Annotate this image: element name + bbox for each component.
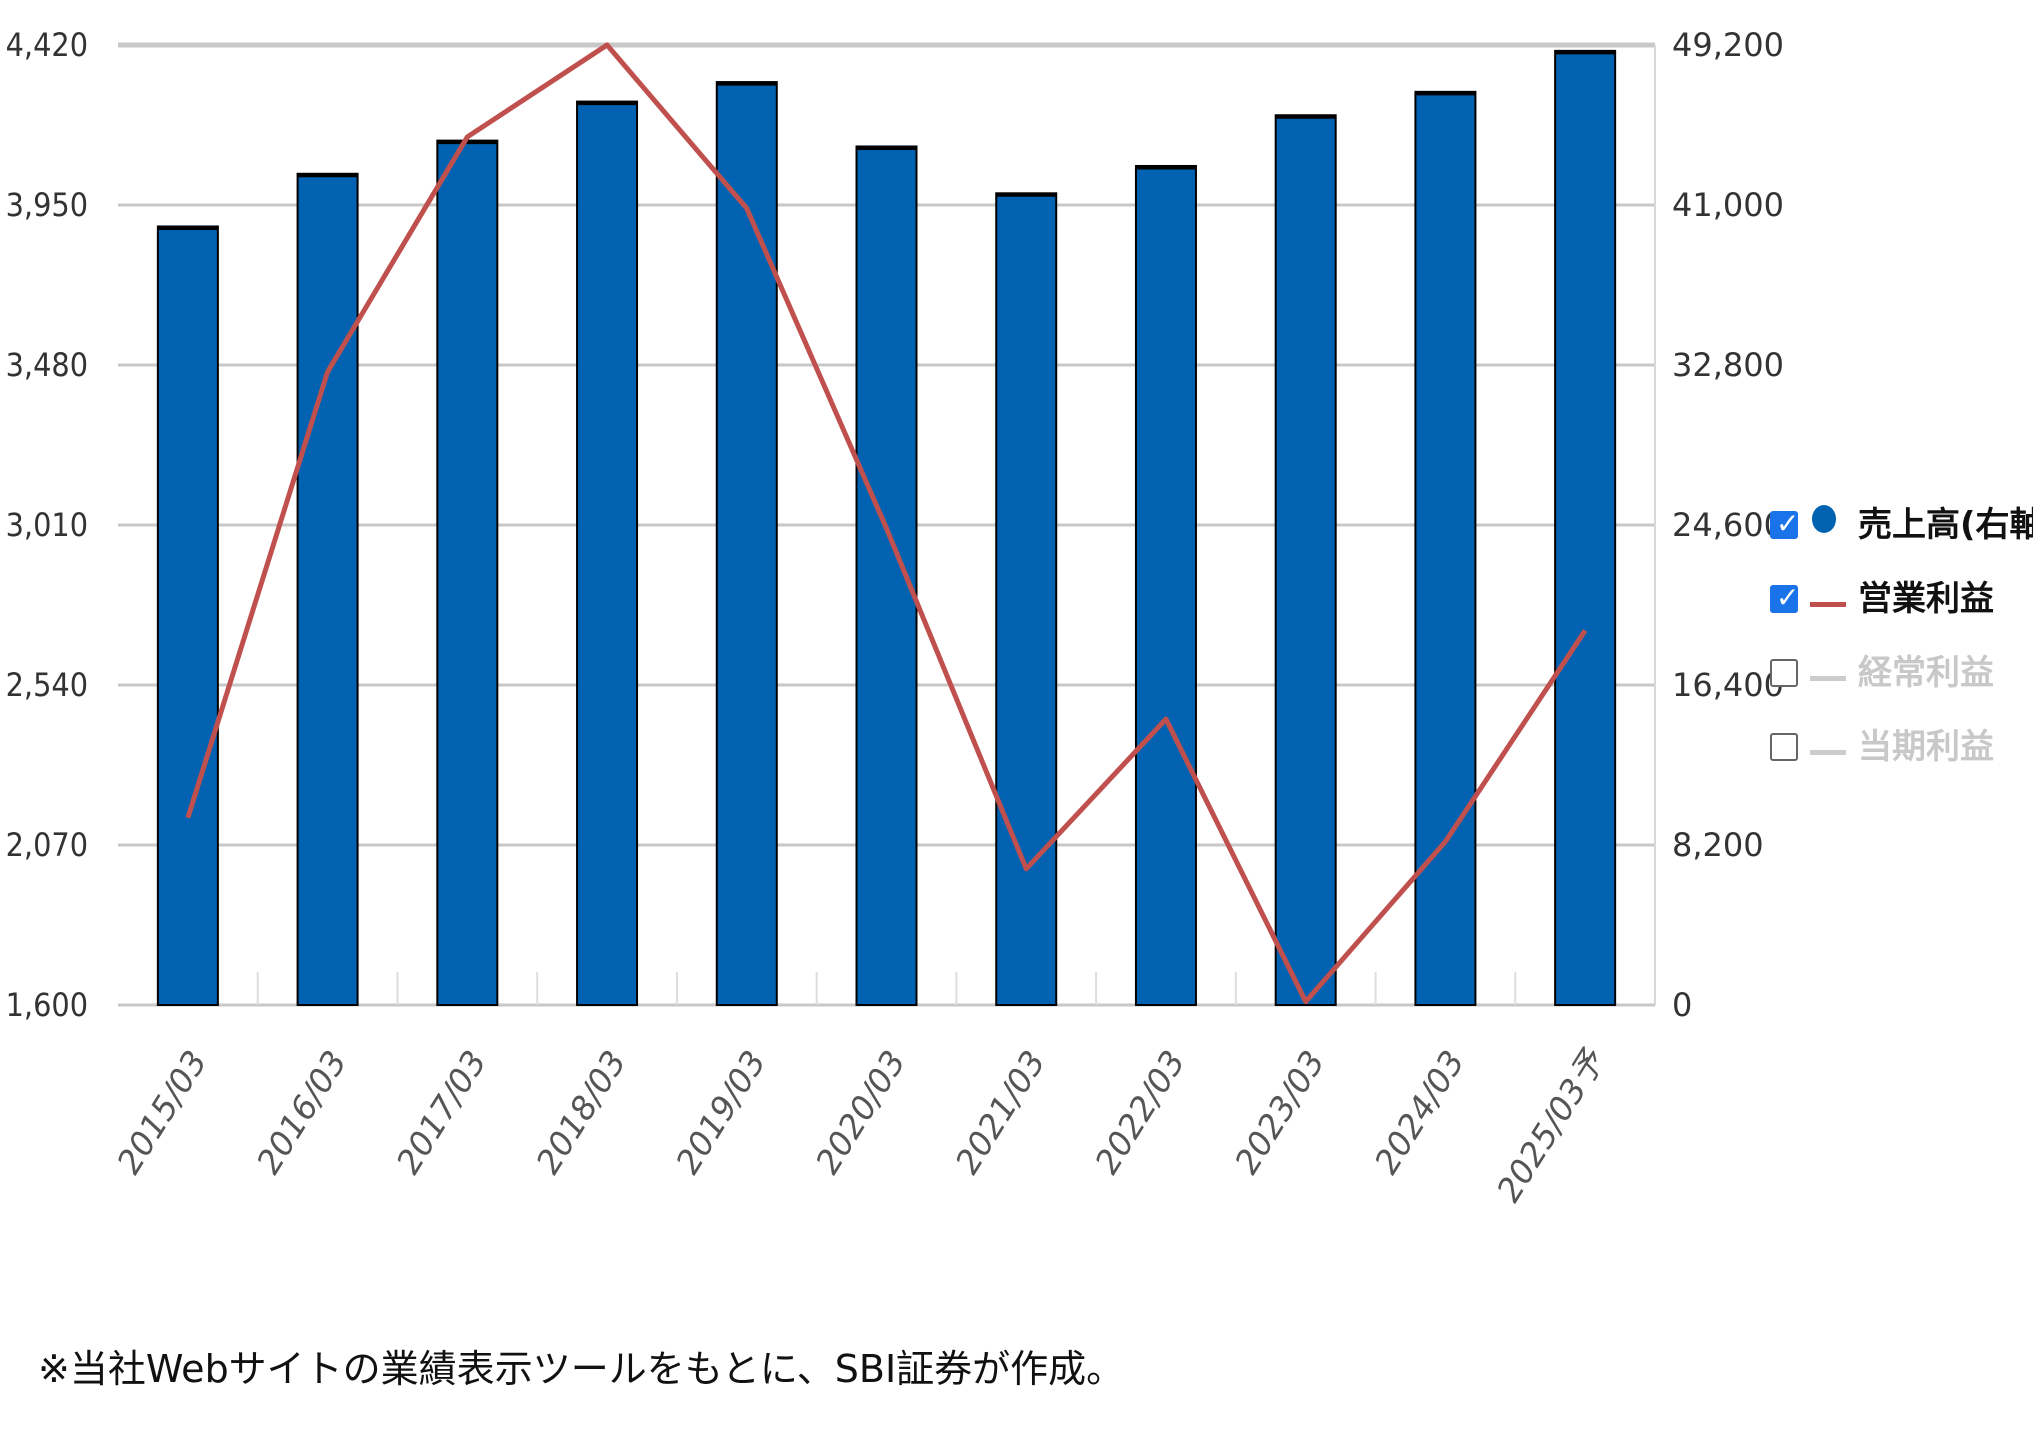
left-tick-label: 1,600: [6, 986, 88, 1024]
right-tick-label: 49,200: [1672, 26, 1784, 64]
dot-marker-icon: [1812, 505, 1836, 533]
category-label: 2024/03: [1366, 1044, 1472, 1181]
bar-2018/03: [576, 100, 639, 1006]
x-axis: 2015/03 2016/03 2017/03 2018/03 2019/03 2020/…: [109, 1041, 1614, 1208]
check-icon: ✓: [1776, 581, 1800, 614]
legend-item-ordinary-profit[interactable]: 経常利益: [1770, 633, 2030, 707]
bar-2019/03: [715, 81, 778, 1006]
left-tick-label: 4,420: [6, 26, 88, 64]
legend: ✓ 売上高(右軸) ✓ 営業利益 経常利益 当期利益: [1770, 485, 2033, 781]
legend-label-net-profit: 当期利益: [1858, 727, 1994, 767]
right-tick-label: 32,800: [1672, 346, 1784, 384]
legend-item-net-profit[interactable]: 当期利益: [1770, 707, 2030, 781]
legend-checkbox-net-profit[interactable]: [1770, 733, 1798, 761]
category-label: 2017/03: [388, 1044, 494, 1181]
right-tick-label: 16,400: [1672, 666, 1784, 704]
category-label: 2020/03: [808, 1044, 914, 1181]
legend-label-ordinary-profit: 経常利益: [1858, 653, 1994, 693]
category-label: 2022/03: [1087, 1044, 1193, 1181]
bar-2015/03: [156, 225, 219, 1006]
right-tick-label: 0: [1672, 986, 1692, 1024]
bar-2023/03: [1274, 114, 1337, 1007]
bar-2022/03: [1134, 164, 1197, 1007]
category-separators: [256, 972, 1517, 1005]
category-label: 2018/03: [528, 1044, 634, 1181]
category-label: 2015/03: [109, 1044, 215, 1181]
right-tick-label: 24,600: [1672, 506, 1784, 544]
left-tick-label: 3,480: [6, 346, 88, 384]
legend-label-sales: 売上高(右軸): [1858, 505, 2033, 545]
left-tick-label: 2,070: [6, 826, 88, 864]
check-icon: ✓: [1776, 507, 1800, 540]
category-label: 2025/03予: [1489, 1041, 1614, 1208]
bar-2016/03: [296, 172, 359, 1006]
left-tick-label: 3,010: [6, 506, 88, 544]
right-tick-label: 41,000: [1672, 186, 1784, 224]
line-marker-icon: [1810, 602, 1846, 607]
category-label: 2023/03: [1227, 1044, 1333, 1181]
legend-checkbox-ordinary-profit[interactable]: [1770, 659, 1798, 687]
bar-series: [156, 49, 1617, 1007]
category-label: 2019/03: [668, 1044, 774, 1181]
legend-item-sales[interactable]: ✓ 売上高(右軸): [1770, 485, 2033, 559]
line-marker-icon: [1810, 750, 1846, 755]
bar-2025/03予: [1554, 49, 1617, 1007]
left-tick-label: 3,950: [6, 186, 88, 224]
right-tick-label: 8,200: [1672, 826, 1764, 864]
legend-checkbox-operating-profit[interactable]: ✓: [1770, 581, 1799, 614]
left-tick-label: 2,540: [6, 666, 88, 704]
right-axis: 0 8,200 16,400 24,600 32,800 41,000 49,200: [1672, 26, 1784, 1024]
bar-2021/03: [995, 192, 1058, 1007]
category-label: 2016/03: [249, 1044, 355, 1181]
category-label: 2021/03: [947, 1044, 1053, 1181]
bar-2017/03: [436, 139, 499, 1007]
left-axis: 1,600 2,070 2,540 3,010 3,480 3,950 4,420: [6, 26, 88, 1024]
bar-2024/03: [1414, 90, 1477, 1006]
chart-canvas: 1,600 2,070 2,540 3,010 3,480 3,950 4,420 0 8,2…: [6, 26, 1784, 1208]
footnote: ※当社Webサイトの業績表示ツールをもとに、SBI証券が作成。: [38, 1347, 1125, 1391]
legend-label-operating-profit: 営業利益: [1858, 579, 1994, 619]
line-series: [185, 42, 1588, 1005]
legend-item-operating-profit[interactable]: ✓ 営業利益: [1770, 559, 2030, 633]
legend-checkbox-sales[interactable]: ✓: [1770, 507, 1799, 540]
line-marker-icon: [1810, 676, 1846, 681]
